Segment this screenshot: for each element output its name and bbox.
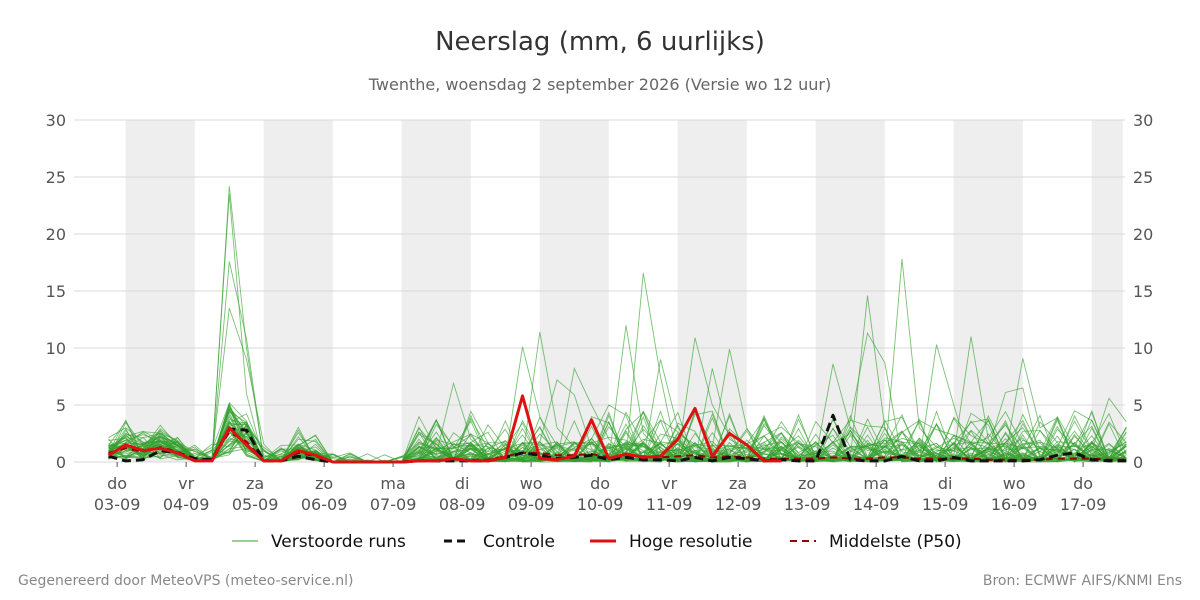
y-tick-label-left: 25 <box>46 168 66 187</box>
x-tick-date: 17-09 <box>1060 495 1107 514</box>
x-tick-date: 03-09 <box>94 495 141 514</box>
legend-item-p50[interactable]: Middelste (P50) <box>790 532 962 552</box>
y-tick-label-right: 10 <box>1133 339 1153 358</box>
footer-source: Bron: ECMWF AIFS/KNMI Ens <box>983 573 1182 589</box>
y-tick-label-right: 5 <box>1133 396 1143 415</box>
y-tick-label-left: 5 <box>56 396 66 415</box>
x-tick-day: zo <box>315 474 333 493</box>
x-tick-date: 12-09 <box>715 495 762 514</box>
ensemble-member-line <box>108 425 1127 463</box>
y-tick-label-left: 10 <box>46 339 66 358</box>
gridlines <box>74 119 1125 463</box>
legend-item-ensemble[interactable]: Verstoorde runs <box>232 532 406 552</box>
legend-label-p50: Middelste (P50) <box>829 532 962 552</box>
chart-subtitle: Twenthe, woensdag 2 september 2026 (Vers… <box>368 75 831 94</box>
x-tick-date: 10-09 <box>577 495 624 514</box>
x-tick-day: za <box>729 474 747 493</box>
x-tick-date: 09-09 <box>508 495 555 514</box>
x-tick-date: 14-09 <box>853 495 900 514</box>
y-tick-labels: 0 0 5 5 10 10 15 15 20 20 25 25 30 30 <box>46 111 1154 472</box>
x-tick-day: za <box>246 474 264 493</box>
legend-item-controle[interactable]: Controle <box>444 532 555 552</box>
y-tick-label-right: 0 <box>1133 453 1143 472</box>
x-tick-date: 06-09 <box>301 495 348 514</box>
x-tick-date: 05-09 <box>232 495 279 514</box>
x-tick-day: do <box>590 474 610 493</box>
series-line-hoge-resolutie <box>107 394 782 464</box>
x-tick-date: 15-09 <box>922 495 969 514</box>
x-tick-date: 11-09 <box>646 495 693 514</box>
y-tick-label-left: 20 <box>46 225 66 244</box>
y-tick-label-right: 30 <box>1133 111 1153 130</box>
main-lines <box>107 394 1127 464</box>
x-tick-day: ma <box>380 474 405 493</box>
legend: Verstoorde runs Controle Hoge resolutie … <box>232 532 962 552</box>
y-tick-label-right: 15 <box>1133 282 1153 301</box>
x-tick-date: 07-09 <box>370 495 417 514</box>
x-tick-day: do <box>1073 474 1093 493</box>
x-tick-day: zo <box>798 474 816 493</box>
x-tick-day: ma <box>863 474 888 493</box>
x-tick-date: 04-09 <box>163 495 210 514</box>
series-line-controle <box>108 413 1127 464</box>
y-tick-label-left: 15 <box>46 282 66 301</box>
y-tick-label-right: 20 <box>1133 225 1153 244</box>
x-tick-day: do <box>107 474 127 493</box>
x-tick-day: vr <box>661 474 677 493</box>
x-tick-day: wo <box>1003 474 1026 493</box>
legend-item-hoge-resolutie[interactable]: Hoge resolutie <box>590 532 753 552</box>
x-tick-date: 08-09 <box>439 495 486 514</box>
y-tick-label-right: 25 <box>1133 168 1153 187</box>
legend-label-ensemble: Verstoorde runs <box>271 532 406 552</box>
y-tick-label-left: 30 <box>46 111 66 130</box>
legend-label-controle: Controle <box>483 532 555 552</box>
chart-title: Neerslag (mm, 6 uurlijks) <box>435 27 765 57</box>
y-tick-label-left: 0 <box>56 453 66 472</box>
x-tick-date: 13-09 <box>784 495 831 514</box>
x-tick-day: wo <box>520 474 543 493</box>
x-tick-labels: do 03-09 vr 04-09 za 05-09 zo 06-09 ma 07-09 di 08-… <box>94 462 1107 514</box>
x-tick-date: 16-09 <box>991 495 1038 514</box>
x-tick-day: di <box>455 474 470 493</box>
x-tick-day: di <box>938 474 953 493</box>
legend-label-hoge-resolutie: Hoge resolutie <box>629 532 753 552</box>
footer-generator: Gegenereerd door MeteoVPS (meteo-service… <box>18 573 353 589</box>
x-tick-day: vr <box>178 474 194 493</box>
